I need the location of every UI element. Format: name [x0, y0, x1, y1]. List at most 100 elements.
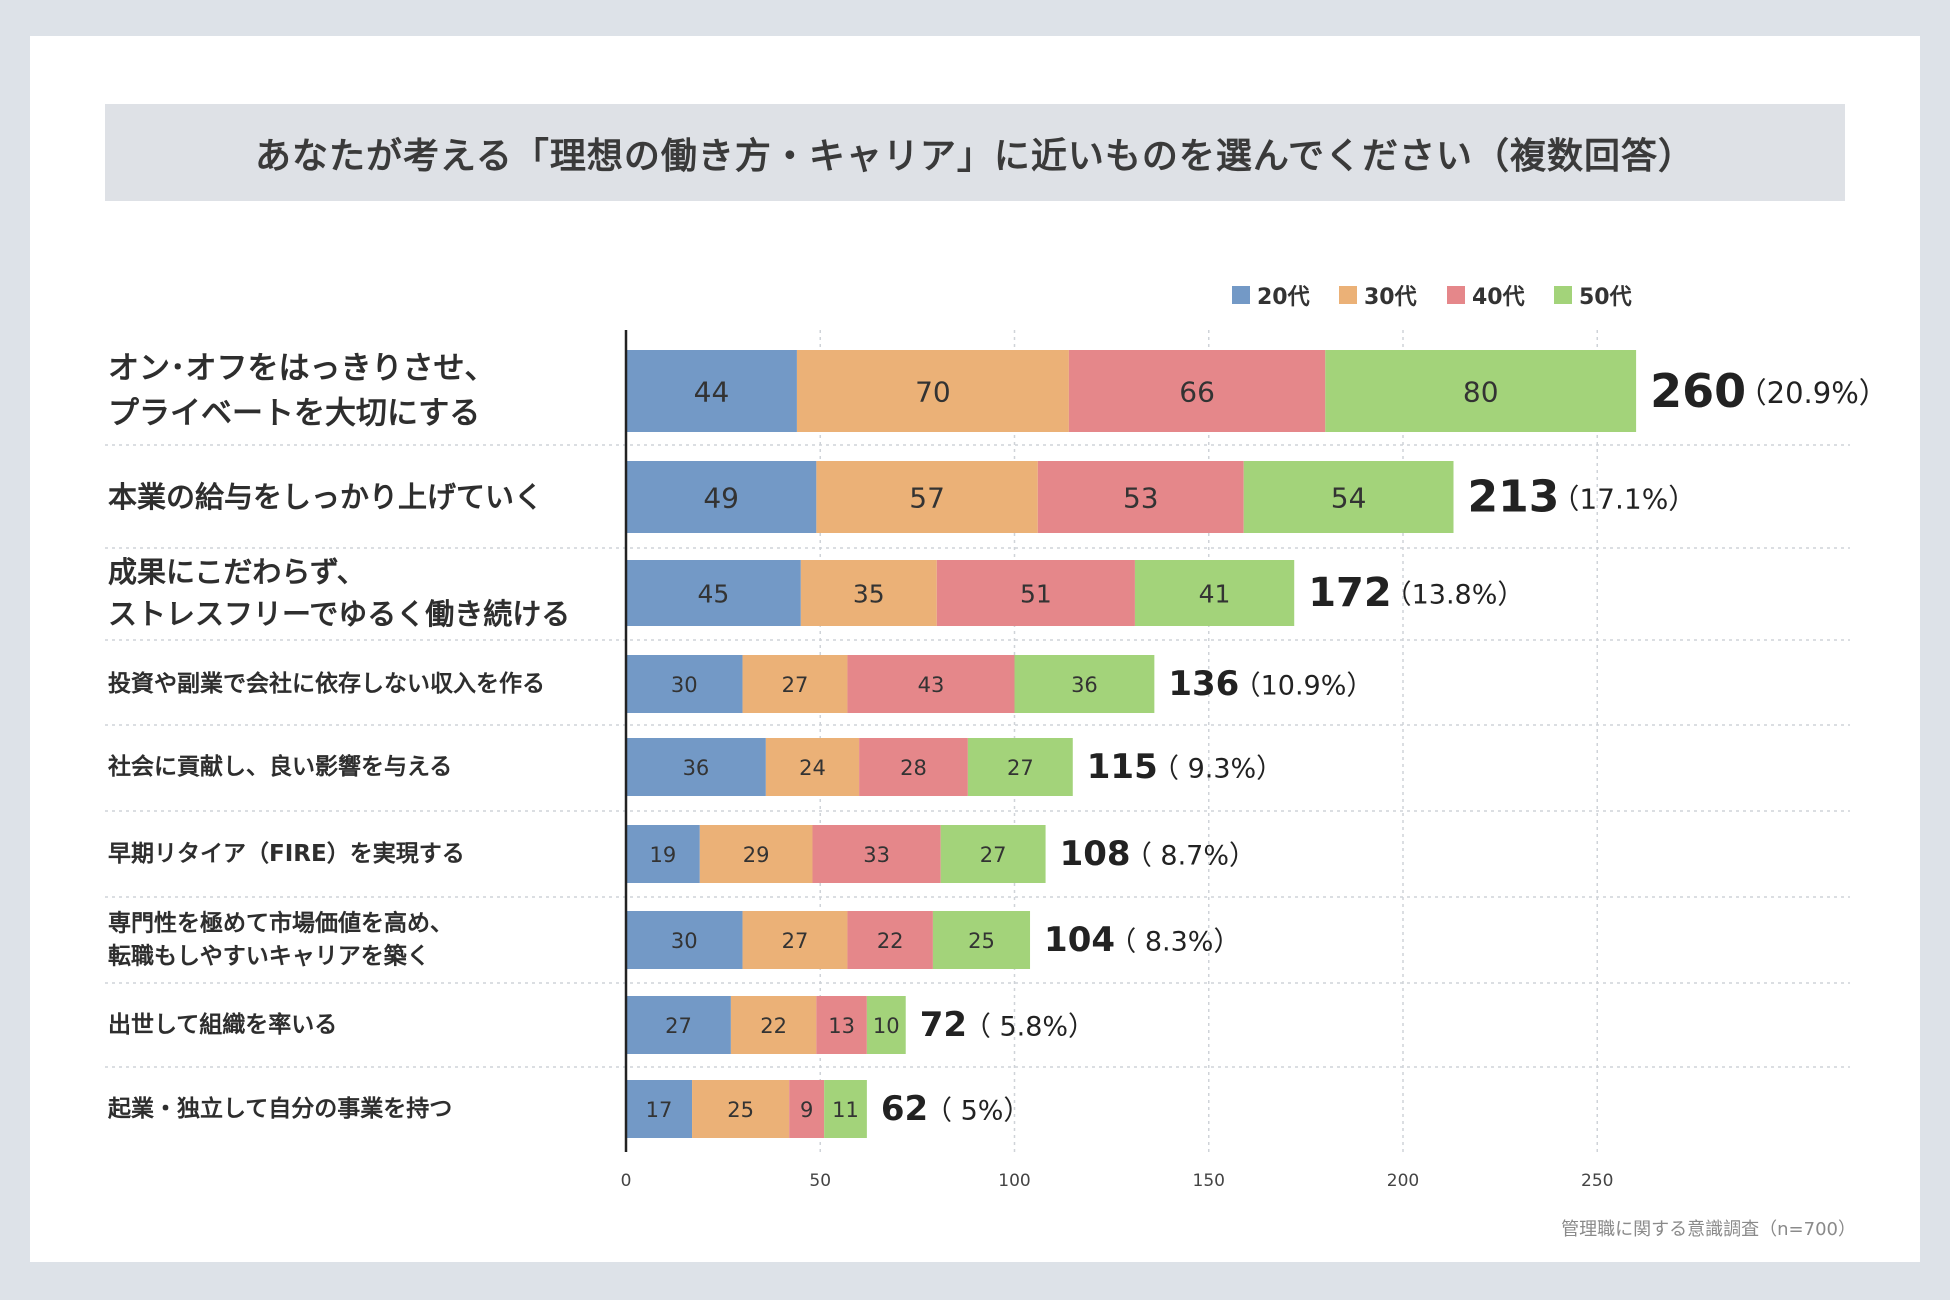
bar-value-label: 35	[853, 580, 885, 609]
bar-value-label: 11	[832, 1098, 859, 1122]
chart-title: あなたが考える「理想の働き方・キャリア」に近いものを選んでください（複数回答）	[254, 135, 1696, 177]
bar-segment	[626, 1080, 693, 1138]
x-tick-label: 250	[1581, 1171, 1613, 1191]
bar-segment	[626, 911, 743, 969]
category-label: 成果にこだわらず、	[108, 555, 366, 589]
bar-value-label: 43	[918, 673, 945, 697]
legend-swatch	[1339, 286, 1357, 304]
category-label: 出世して組織を率いる	[108, 1011, 337, 1038]
bar-segment	[866, 996, 906, 1054]
total-value: 104	[1044, 920, 1115, 960]
total-value: 62	[881, 1089, 928, 1129]
category-label: 社会に貢献し、良い影響を与える	[108, 753, 452, 780]
category-label: 専門性を極めて市場価値を高め、	[108, 909, 453, 936]
bar-value-label: 9	[800, 1098, 813, 1122]
bar-value-label: 27	[1007, 756, 1034, 780]
legend-label: 40代	[1472, 285, 1525, 310]
bar-value-label: 49	[703, 482, 739, 515]
bar-value-label: 41	[1199, 580, 1231, 609]
bar-segment	[1014, 655, 1155, 713]
category-label: 本業の給与をしっかり上げていく	[108, 480, 543, 514]
category-label: 投資や副業で会社に依存しない収入を作る	[108, 670, 545, 697]
bar-value-label: 19	[650, 843, 677, 867]
total-value: 115	[1087, 747, 1158, 787]
total-value: 136	[1168, 664, 1239, 704]
bar-value-label: 51	[1020, 580, 1052, 609]
bar-segment	[932, 911, 1031, 969]
x-tick-label: 150	[1193, 1171, 1225, 1191]
bar-value-label: 33	[863, 843, 890, 867]
title-bar: あなたが考える「理想の働き方・キャリア」に近いものを選んでください（複数回答）	[105, 104, 1845, 201]
source-note: 管理職に関する意識調査（n=700）	[1561, 1219, 1856, 1240]
x-tick-label: 100	[998, 1171, 1030, 1191]
legend-swatch	[1554, 286, 1572, 304]
bar-value-label: 66	[1179, 376, 1215, 409]
bar-segment	[742, 655, 848, 713]
legend-swatch	[1232, 286, 1250, 304]
percent-label: （ 8.3%）	[1109, 927, 1240, 958]
bar-segment	[626, 996, 731, 1054]
bar-segment	[626, 825, 700, 883]
bar-segment	[626, 655, 743, 713]
bar-segment	[816, 461, 1038, 533]
bar-value-label: 17	[646, 1098, 673, 1122]
bar-value-label: 30	[671, 673, 698, 697]
category-label: 転職もしやすいキャリアを築く	[108, 943, 430, 970]
bar-value-label: 22	[877, 929, 904, 953]
bar-segment	[1243, 461, 1454, 533]
bar-segment	[692, 1080, 790, 1138]
bar-segment	[816, 996, 867, 1054]
total-value: 260	[1650, 364, 1746, 418]
bar-segment	[730, 996, 817, 1054]
bar-segment	[940, 825, 1046, 883]
bar-segment	[626, 560, 801, 626]
x-tick-label: 0	[621, 1171, 632, 1191]
bar-value-label: 36	[683, 756, 710, 780]
bar-value-label: 27	[665, 1014, 692, 1038]
percent-label: （ 8.7%）	[1125, 841, 1256, 872]
bar-value-label: 27	[980, 843, 1007, 867]
bar-segment	[789, 1080, 825, 1138]
percent-label: （ 5%）	[925, 1096, 1030, 1127]
bar-value-label: 36	[1071, 673, 1098, 697]
percent-label: （13.8%）	[1385, 580, 1525, 611]
bar-segment	[967, 738, 1073, 796]
percent-label: （ 9.3%）	[1152, 754, 1283, 785]
bar-segment	[765, 738, 860, 796]
legend-label: 20代	[1257, 285, 1310, 310]
bar-segment	[1134, 560, 1295, 626]
bar-segment	[1068, 350, 1326, 432]
bar-value-label: 13	[828, 1014, 855, 1038]
category-label: ストレスフリーでゆるく働き続ける	[108, 597, 570, 631]
x-tick-label: 50	[809, 1171, 831, 1191]
bar-value-label: 70	[915, 376, 951, 409]
bar-value-label: 54	[1331, 482, 1367, 515]
percent-label: （20.9%）	[1738, 376, 1888, 410]
bar-segment	[847, 655, 1015, 713]
bar-value-label: 25	[968, 929, 995, 953]
x-tick-label: 200	[1387, 1171, 1419, 1191]
chart-card	[30, 36, 1920, 1262]
legend-label: 30代	[1364, 285, 1417, 310]
bar-segment	[626, 350, 797, 432]
bar-value-label: 29	[743, 843, 770, 867]
percent-label: （10.9%）	[1234, 671, 1374, 702]
bar-segment	[626, 738, 766, 796]
bar-value-label: 53	[1123, 482, 1159, 515]
category-label: 起業・独立して自分の事業を持つ	[108, 1095, 452, 1122]
bar-value-label: 10	[873, 1014, 900, 1038]
bar-segment	[936, 560, 1135, 626]
bar-segment	[800, 560, 937, 626]
legend-label: 50代	[1579, 285, 1632, 310]
category-label: プライベートを大切にする	[108, 395, 480, 431]
category-label: オン･オフをはっきりさせ、	[108, 351, 496, 387]
bar-segment	[812, 825, 941, 883]
bar-segment	[859, 738, 968, 796]
total-value: 108	[1060, 834, 1131, 874]
bar-value-label: 27	[782, 929, 809, 953]
total-value: 213	[1468, 472, 1560, 523]
category-label: 早期リタイア（FIRE）を実現する	[108, 840, 465, 867]
bar-value-label: 27	[782, 673, 809, 697]
bar-value-label: 57	[909, 482, 945, 515]
